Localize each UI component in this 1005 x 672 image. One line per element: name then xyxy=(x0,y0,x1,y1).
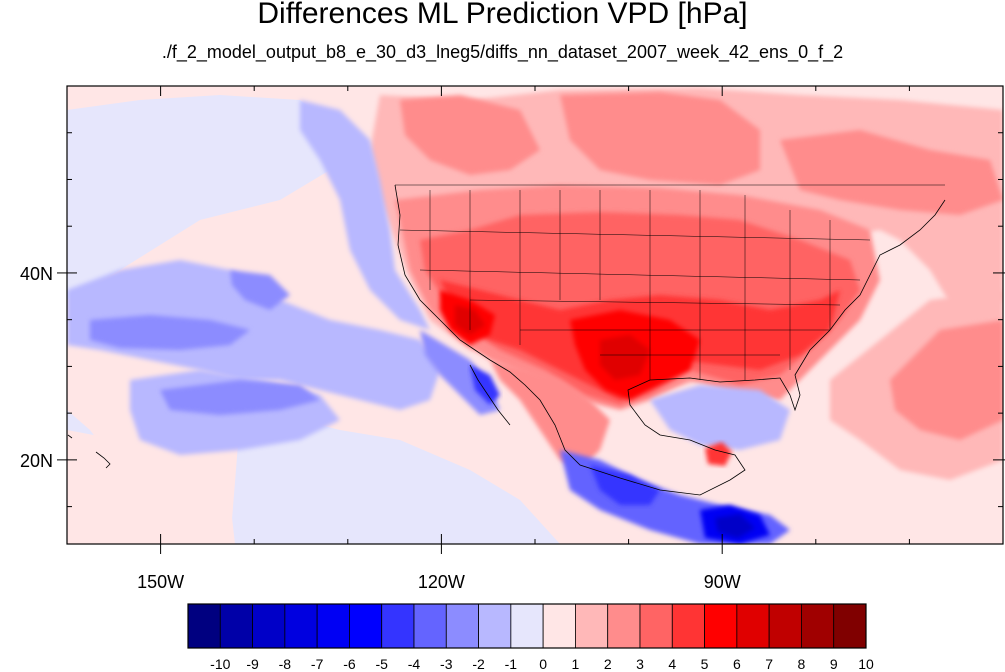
x-tick-label: 150W xyxy=(137,572,184,592)
colorbar-swatch xyxy=(187,603,221,649)
colorbar-swatch xyxy=(252,603,286,649)
x-tick-label: 120W xyxy=(418,572,465,592)
colorbar-swatch xyxy=(801,603,835,649)
field-blue3-c xyxy=(160,380,320,415)
field-blue2-band-a xyxy=(67,260,440,410)
field-pink3-canada-a xyxy=(560,92,760,185)
colorbar-swatch xyxy=(704,603,738,649)
field-red7-hotspot-a xyxy=(600,335,650,380)
colorbar-label: 8 xyxy=(798,656,806,672)
field-pink3-atlantic xyxy=(890,320,1003,440)
colorbar-swatch xyxy=(316,603,350,649)
field-blue3-a xyxy=(90,315,250,350)
colorbar-swatch xyxy=(542,603,576,649)
colorbar-swatch xyxy=(575,603,609,649)
colorbar-label: 5 xyxy=(701,656,709,672)
colorbar-swatch xyxy=(349,603,383,649)
colorbar-swatch xyxy=(478,603,512,649)
field-blue5-baja xyxy=(470,365,500,405)
colorbar-swatch xyxy=(219,603,253,649)
colorbar-label: 2 xyxy=(604,656,612,672)
field-blue3-b xyxy=(230,270,290,310)
colorbar-label: -8 xyxy=(279,656,292,672)
colorbar-label: 10 xyxy=(858,656,874,672)
field-blue5-smexico xyxy=(590,465,660,505)
colorbar-label: -2 xyxy=(472,656,485,672)
field-pink3-canada-b xyxy=(780,130,1003,215)
map-field xyxy=(67,86,1003,544)
coastlines xyxy=(67,184,946,496)
colorbar-swatch xyxy=(768,603,802,649)
colorbar-swatch xyxy=(639,603,673,649)
colorbar-swatch xyxy=(445,603,479,649)
field-blue2-gulf xyxy=(650,385,790,450)
colorbar-label: 4 xyxy=(668,656,676,672)
field-pink3-mexico xyxy=(490,360,610,470)
colorbar-swatch xyxy=(736,603,770,649)
colorbar: -10 -9 -8 -7 -6 -5 -4 -3 -2 -1 0 1 2 3 4 5 6 7 8 9 10 xyxy=(187,603,874,672)
colorbar-label: -5 xyxy=(375,656,388,672)
colorbar-swatch xyxy=(413,603,447,649)
colorbar-label: -4 xyxy=(408,656,421,672)
field-pink-subtropics xyxy=(67,430,235,544)
colorbar-swatch xyxy=(671,603,705,649)
colorbar-swatch xyxy=(607,603,641,649)
field-blue7-smexico xyxy=(715,514,755,538)
y-tick-label: 40N xyxy=(20,264,53,284)
field-red6-caribbean xyxy=(705,442,732,466)
colorbar-label: 1 xyxy=(572,656,580,672)
colorbar-label: -1 xyxy=(505,656,518,672)
colorbar-label: 9 xyxy=(830,656,838,672)
colorbar-label: 0 xyxy=(539,656,547,672)
x-tick-label: 90W xyxy=(704,572,741,592)
colorbar-label: 3 xyxy=(636,656,644,672)
colorbar-swatch xyxy=(284,603,318,649)
colorbar-label: -6 xyxy=(343,656,356,672)
colorbar-label: 7 xyxy=(765,656,773,672)
colorbar-swatch xyxy=(381,603,415,649)
colorbar-swatch xyxy=(510,603,544,649)
map-axes: 150W 120W 90W 40N 20N xyxy=(20,86,1005,592)
chart-title: Differences ML Prediction VPD [hPa] xyxy=(257,0,748,30)
colorbar-label: -3 xyxy=(440,656,453,672)
colorbar-label: -9 xyxy=(246,656,259,672)
colorbar-label: 6 xyxy=(733,656,741,672)
chart-subtitle: ./f_2_model_output_b8_e_30_d3_lneg5/diff… xyxy=(161,42,844,62)
field-blue2-coast xyxy=(300,100,430,330)
y-tick-label: 20N xyxy=(20,451,53,471)
colorbar-label: -7 xyxy=(311,656,324,672)
field-pink3-canada-c xyxy=(400,95,540,175)
colorbar-label: -10 xyxy=(210,656,230,672)
colorbar-swatch xyxy=(833,603,867,649)
state-borders xyxy=(395,184,945,380)
colorbar-frame xyxy=(187,603,867,649)
